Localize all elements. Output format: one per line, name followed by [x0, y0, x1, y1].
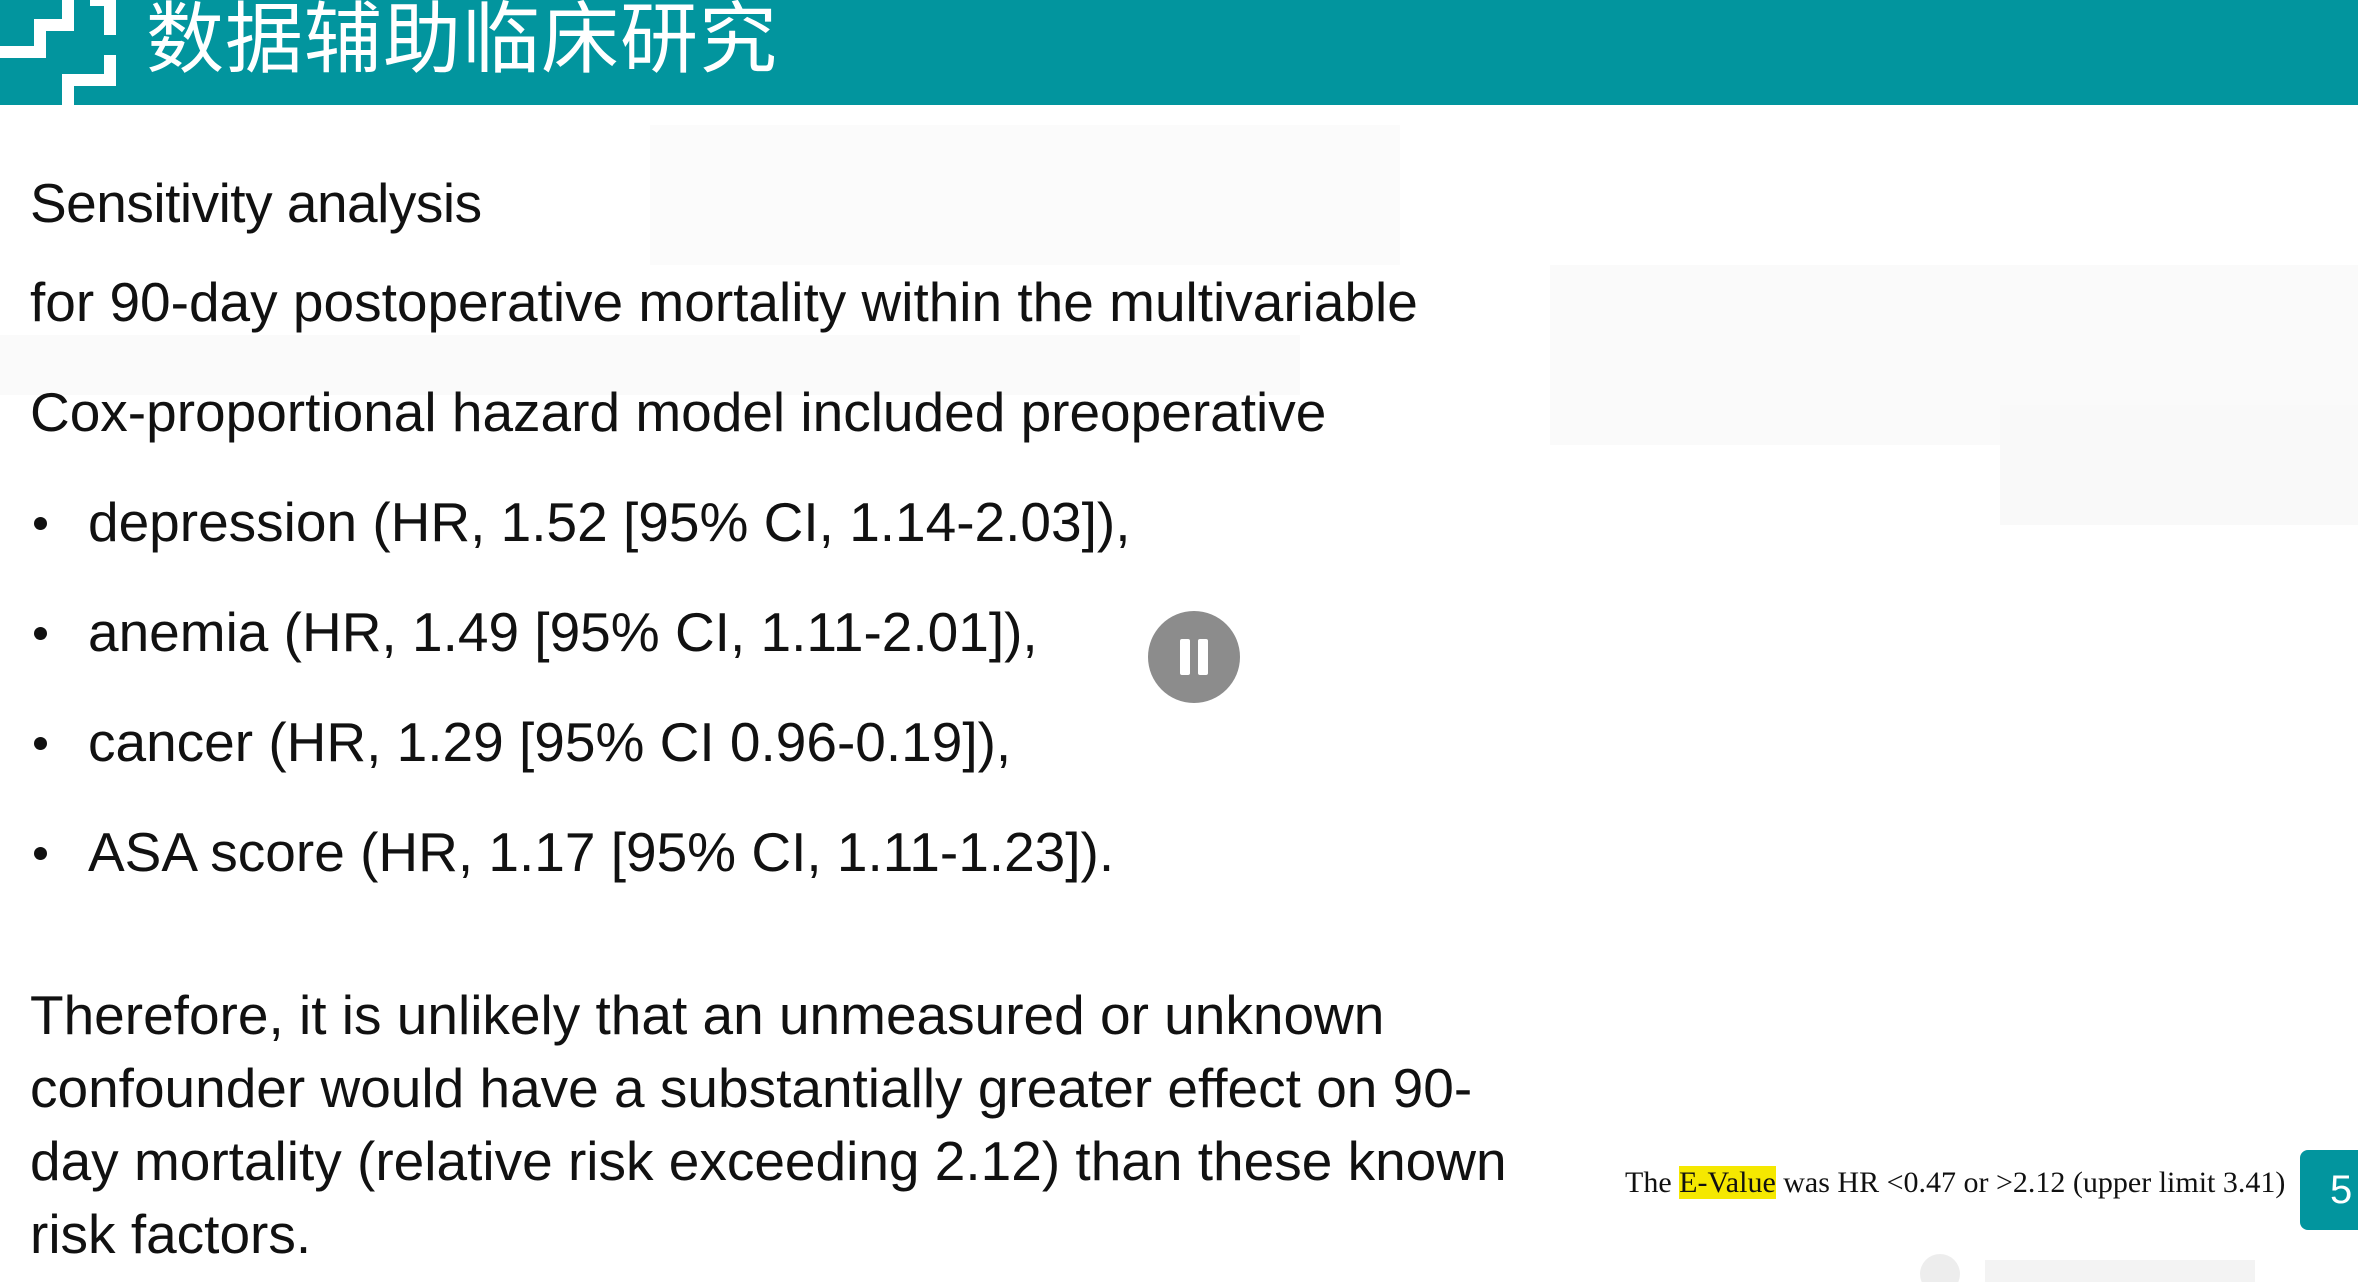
list-item: ASA score (HR, 1.17 [95% CI, 1.11-1.23])…: [30, 817, 1130, 927]
bullet-icon: [34, 517, 47, 530]
list-item-text: depression (HR, 1.52 [95% CI, 1.14-2.03]…: [88, 491, 1131, 553]
bullet-icon: [34, 847, 47, 860]
list-item-text: anemia (HR, 1.49 [95% CI, 1.11-2.01]),: [88, 601, 1038, 663]
pause-icon-bar: [1198, 639, 1208, 675]
pause-button[interactable]: [1148, 611, 1240, 703]
list-item-text: cancer (HR, 1.29 [95% CI 0.96-0.19]),: [88, 711, 1012, 773]
conclusion-paragraph: Therefore, it is unlikely that an unmeas…: [30, 979, 1620, 1271]
evalue-suffix: was HR <0.47 or >2.12 (upper limit 3.41): [1775, 1166, 2286, 1199]
bullet-icon: [34, 737, 47, 750]
bullet-icon: [34, 627, 47, 640]
intro-line-2: Cox-proportional hazard model included p…: [30, 381, 1327, 443]
evalue-prefix: The: [1625, 1166, 1680, 1199]
list-item: depression (HR, 1.52 [95% CI, 1.14-2.03]…: [30, 487, 1130, 597]
conclusion-line: confounder would have a substantially gr…: [30, 1057, 1473, 1119]
risk-factor-list: depression (HR, 1.52 [95% CI, 1.14-2.03]…: [30, 487, 1130, 927]
conclusion-line: Therefore, it is unlikely that an unmeas…: [30, 984, 1385, 1046]
intro-line-1: for 90-day postoperative mortality withi…: [30, 271, 1418, 333]
page-number-tab: [2300, 1150, 2358, 1230]
footer-watermark: [1920, 1254, 2255, 1282]
evalue-highlight: E-Value: [1679, 1166, 1776, 1199]
page-title: 数据辅助临床研究: [146, 0, 779, 85]
conclusion-line: day mortality (relative risk exceeding 2…: [30, 1130, 1507, 1192]
logo-icon: [0, 0, 130, 105]
evalue-note: The E-Value was HR <0.47 or >2.12 (upper…: [1625, 1163, 2285, 1203]
list-item: anemia (HR, 1.49 [95% CI, 1.11-2.01]),: [30, 597, 1130, 707]
page-number: 5: [2330, 1168, 2353, 1212]
header-bar: 数据辅助临床研究: [0, 0, 2358, 105]
conclusion-line: risk factors.: [30, 1203, 312, 1265]
section-heading: Sensitivity analysis: [30, 172, 482, 234]
list-item: cancer (HR, 1.29 [95% CI 0.96-0.19]),: [30, 707, 1130, 817]
pause-icon: [1180, 639, 1190, 675]
list-item-text: ASA score (HR, 1.17 [95% CI, 1.11-1.23])…: [88, 821, 1115, 883]
